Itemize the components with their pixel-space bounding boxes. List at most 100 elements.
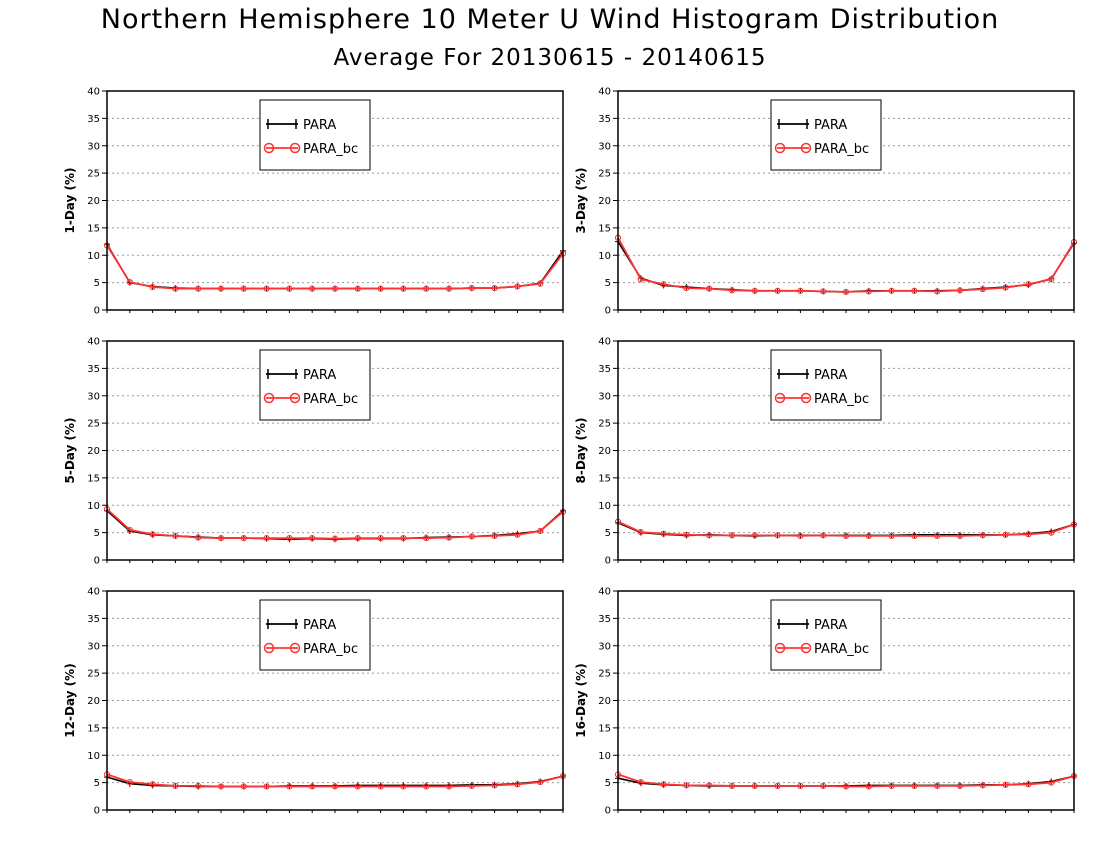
data-point-PARA_bc [263, 783, 270, 790]
y-tick-label: 20 [87, 196, 100, 207]
legend-label-PARA_bc: PARA_bc [303, 142, 358, 157]
y-tick-label: 35 [87, 364, 100, 375]
legend-marker-PARA_bc [263, 392, 275, 404]
legend-marker-PARA [778, 369, 808, 379]
legend: PARA PARA_bc [259, 599, 371, 671]
y-tick-label: 20 [598, 196, 611, 207]
series-line-PARA_bc [106, 244, 564, 290]
data-point-PARA_bc [979, 532, 986, 539]
data-point-PARA_bc [911, 532, 918, 540]
chart-panel-3: 0 5 10 15 20 25 30 35 40 5-Day (%) PARA PARA_bc [63, 337, 567, 567]
data-point-PARA_bc [423, 535, 430, 542]
legend-label-PARA_bc: PARA_bc [814, 142, 869, 157]
data-point-PARA_bc [445, 783, 453, 790]
legend-marker-PARA [778, 119, 808, 129]
legend-label-PARA_bc: PARA_bc [303, 642, 358, 657]
data-point-PARA_bc [660, 281, 667, 288]
data-point-PARA_bc [149, 283, 156, 291]
data-point-PARA_bc [660, 530, 667, 537]
y-tick-label: 25 [87, 169, 100, 180]
data-point-PARA_bc [331, 285, 339, 292]
chart-panel-4: 0 5 10 15 20 25 30 35 40 8-Day (%) PARA PARA_bc [574, 337, 1078, 567]
data-point-PARA_bc [263, 535, 270, 542]
legend-marker-PARA_bc [800, 642, 812, 654]
data-point-PARA_bc [797, 782, 804, 790]
data-point-PARA_bc [979, 782, 986, 789]
data-point-PARA_bc [468, 285, 475, 292]
chart-panel-2: 0 5 10 15 20 25 30 35 40 3-Day (%) PARA PARA_bc [574, 87, 1078, 317]
legend-box [259, 349, 371, 421]
y-tick-label: 10 [87, 251, 100, 262]
y-tick-label: 5 [94, 528, 100, 539]
plot-frame [106, 90, 564, 311]
data-point-PARA_bc [354, 535, 361, 542]
data-point-PARA_bc [491, 782, 498, 789]
data-point-PARA_bc [172, 285, 179, 292]
data-point-PARA_bc [660, 781, 667, 788]
legend-marker-PARA_bc [800, 142, 812, 154]
data-point-PARA_bc [820, 782, 827, 790]
legend-marker-PARA_bc [774, 142, 786, 154]
data-point-PARA_bc [514, 781, 521, 788]
legend-label-PARA: PARA [303, 118, 336, 133]
legend-label-PARA_bc: PARA_bc [303, 392, 358, 407]
data-point-PARA_bc [842, 288, 850, 296]
chart-title: Northern Hemisphere 10 Meter U Wind Hist… [100, 4, 1000, 35]
data-point-PARA_bc [934, 288, 941, 295]
y-tick-label: 30 [87, 141, 100, 152]
y-tick-label: 10 [87, 501, 100, 512]
data-point-PARA_bc [126, 278, 133, 286]
data-point-PARA_bc [934, 782, 941, 790]
y-tick-label: 40 [598, 587, 611, 598]
data-point-PARA_bc [728, 287, 736, 294]
data-point-PARA_bc [956, 287, 964, 294]
data-point-PARA_bc [1048, 779, 1055, 786]
data-point-PARA_bc [331, 783, 339, 790]
data-point-PARA_bc [217, 285, 225, 292]
data-point-PARA_bc [331, 535, 339, 542]
legend-marker-PARA_bc [774, 392, 786, 404]
y-tick-label: 30 [598, 391, 611, 402]
y-tick-label: 35 [598, 114, 611, 125]
data-point-PARA_bc [888, 287, 895, 294]
data-point-PARA_bc [774, 782, 781, 790]
y-tick-label: 15 [87, 473, 100, 484]
data-point-PARA_bc [309, 783, 316, 790]
data-point-PARA_bc [514, 283, 521, 290]
y-tick-label: 40 [87, 337, 100, 348]
legend-marker-PARA_bc [289, 642, 301, 654]
series-line-PARA_bc [106, 773, 564, 788]
data-point-PARA_bc [842, 532, 850, 540]
data-point-PARA_bc [423, 285, 430, 292]
data-point-PARA_bc [637, 276, 644, 283]
data-point-PARA_bc [683, 531, 690, 538]
data-point-PARA_bc [354, 285, 361, 292]
y-tick-label: 35 [598, 364, 611, 375]
data-point-PARA_bc [774, 532, 781, 539]
data-point-PARA_bc [637, 778, 644, 786]
y-tick-label: 5 [94, 278, 100, 289]
y-tick-label: 25 [87, 419, 100, 430]
legend-label-PARA: PARA [814, 368, 847, 383]
data-point-PARA_bc [1002, 531, 1009, 538]
y-tick-label: 5 [605, 278, 611, 289]
plot-frame [617, 340, 1075, 561]
y-tick-label: 0 [605, 306, 611, 317]
data-point-PARA_bc [195, 782, 202, 790]
data-point-PARA_bc [820, 288, 827, 295]
series-line-PARA_bc [106, 508, 564, 540]
series-line-PARA [106, 243, 564, 290]
data-point-PARA_bc [865, 783, 872, 790]
series-line-PARA_bc [617, 773, 1075, 788]
data-point-PARA_bc [149, 531, 156, 538]
y-tick-label: 20 [87, 696, 100, 707]
data-point-PARA_bc [751, 532, 758, 539]
legend-marker-PARA_bc [289, 142, 301, 154]
legend-label-PARA_bc: PARA_bc [814, 642, 869, 657]
data-point-PARA_bc [1048, 276, 1055, 283]
data-point-PARA_bc [354, 783, 361, 790]
data-point-PARA_bc [956, 782, 964, 790]
y-tick-label: 35 [87, 614, 100, 625]
data-point-PARA_bc [537, 778, 544, 786]
